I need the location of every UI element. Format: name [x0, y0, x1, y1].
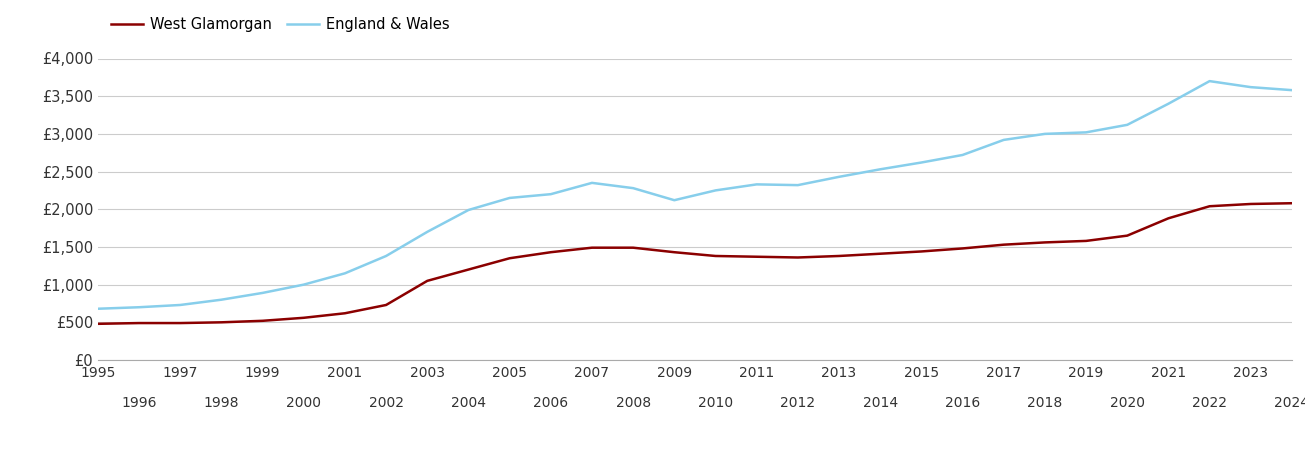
- West Glamorgan: [749, 254, 765, 260]
- England & Wales: [502, 195, 518, 201]
- Text: 2004: 2004: [452, 396, 485, 410]
- Line: West Glamorgan: West Glamorgan: [98, 203, 1292, 324]
- West Glamorgan: [872, 251, 887, 256]
- West Glamorgan: [543, 249, 559, 255]
- England & Wales: [378, 253, 394, 259]
- England & Wales: [667, 198, 683, 203]
- West Glamorgan: [461, 267, 476, 272]
- England & Wales: [1037, 131, 1053, 137]
- Text: 2008: 2008: [616, 396, 651, 410]
- West Glamorgan: [214, 320, 230, 325]
- England & Wales: [172, 302, 188, 308]
- England & Wales: [419, 229, 435, 234]
- West Glamorgan: [1037, 240, 1053, 245]
- West Glamorgan: [337, 310, 352, 316]
- West Glamorgan: [831, 253, 847, 259]
- West Glamorgan: [296, 315, 312, 320]
- Text: 2020: 2020: [1109, 396, 1144, 410]
- Text: 2022: 2022: [1191, 396, 1227, 410]
- Text: 1996: 1996: [121, 396, 157, 410]
- West Glamorgan: [90, 321, 106, 327]
- West Glamorgan: [625, 245, 641, 250]
- Line: England & Wales: England & Wales: [98, 81, 1292, 309]
- Text: 2002: 2002: [368, 396, 403, 410]
- England & Wales: [132, 305, 147, 310]
- England & Wales: [1160, 101, 1176, 107]
- West Glamorgan: [955, 246, 971, 251]
- England & Wales: [1120, 122, 1135, 127]
- West Glamorgan: [1160, 216, 1176, 221]
- West Glamorgan: [1202, 203, 1218, 209]
- West Glamorgan: [172, 320, 188, 326]
- West Glamorgan: [1120, 233, 1135, 238]
- West Glamorgan: [1284, 201, 1300, 206]
- West Glamorgan: [1242, 201, 1258, 207]
- England & Wales: [707, 188, 723, 193]
- England & Wales: [831, 174, 847, 180]
- Legend: West Glamorgan, England & Wales: West Glamorgan, England & Wales: [106, 12, 455, 38]
- England & Wales: [254, 290, 270, 296]
- England & Wales: [90, 306, 106, 311]
- Text: 2012: 2012: [780, 396, 816, 410]
- West Glamorgan: [254, 318, 270, 324]
- England & Wales: [913, 160, 929, 165]
- England & Wales: [296, 282, 312, 287]
- England & Wales: [1078, 130, 1094, 135]
- Text: 2000: 2000: [286, 396, 321, 410]
- Text: 1998: 1998: [204, 396, 239, 410]
- West Glamorgan: [585, 245, 600, 250]
- West Glamorgan: [913, 249, 929, 254]
- England & Wales: [543, 192, 559, 197]
- Text: 2024: 2024: [1275, 396, 1305, 410]
- West Glamorgan: [1078, 238, 1094, 243]
- West Glamorgan: [378, 302, 394, 308]
- England & Wales: [337, 270, 352, 276]
- England & Wales: [749, 182, 765, 187]
- England & Wales: [461, 207, 476, 213]
- West Glamorgan: [667, 249, 683, 255]
- West Glamorgan: [996, 242, 1011, 248]
- England & Wales: [214, 297, 230, 302]
- England & Wales: [955, 152, 971, 158]
- Text: 2014: 2014: [863, 396, 898, 410]
- West Glamorgan: [502, 256, 518, 261]
- West Glamorgan: [419, 278, 435, 284]
- West Glamorgan: [132, 320, 147, 326]
- Text: 2010: 2010: [698, 396, 733, 410]
- England & Wales: [996, 137, 1011, 143]
- Text: 2006: 2006: [534, 396, 569, 410]
- England & Wales: [1284, 87, 1300, 93]
- England & Wales: [1242, 85, 1258, 90]
- Text: 2016: 2016: [945, 396, 980, 410]
- England & Wales: [872, 166, 887, 172]
- England & Wales: [790, 182, 805, 188]
- Text: 2018: 2018: [1027, 396, 1062, 410]
- West Glamorgan: [790, 255, 805, 260]
- England & Wales: [585, 180, 600, 185]
- England & Wales: [1202, 78, 1218, 84]
- West Glamorgan: [707, 253, 723, 259]
- England & Wales: [625, 185, 641, 191]
